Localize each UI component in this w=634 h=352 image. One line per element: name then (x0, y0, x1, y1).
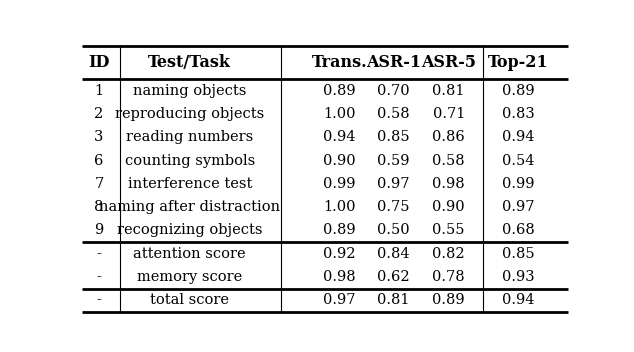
Text: ASR-1: ASR-1 (366, 54, 421, 71)
Text: attention score: attention score (134, 247, 246, 261)
Text: ID: ID (88, 54, 110, 71)
Text: 0.81: 0.81 (432, 84, 465, 98)
Text: 3: 3 (94, 130, 103, 144)
Text: 0.99: 0.99 (501, 177, 534, 191)
Text: reproducing objects: reproducing objects (115, 107, 264, 121)
Text: 0.58: 0.58 (432, 153, 465, 168)
Text: 0.75: 0.75 (377, 200, 410, 214)
Text: 2: 2 (94, 107, 103, 121)
Text: reading numbers: reading numbers (126, 130, 254, 144)
Text: 0.82: 0.82 (432, 247, 465, 261)
Text: 0.81: 0.81 (377, 293, 410, 307)
Text: 0.55: 0.55 (432, 224, 465, 237)
Text: 0.94: 0.94 (323, 130, 356, 144)
Text: 0.78: 0.78 (432, 270, 465, 284)
Text: 0.98: 0.98 (432, 177, 465, 191)
Text: 0.93: 0.93 (501, 270, 534, 284)
Text: 7: 7 (94, 177, 103, 191)
Text: 8: 8 (94, 200, 103, 214)
Text: 0.70: 0.70 (377, 84, 410, 98)
Text: 0.59: 0.59 (377, 153, 410, 168)
Text: 0.83: 0.83 (501, 107, 534, 121)
Text: -: - (96, 247, 101, 261)
Text: 0.97: 0.97 (377, 177, 410, 191)
Text: 1.00: 1.00 (323, 107, 356, 121)
Text: 0.54: 0.54 (501, 153, 534, 168)
Text: 0.89: 0.89 (501, 84, 534, 98)
Text: 0.84: 0.84 (377, 247, 410, 261)
Text: counting symbols: counting symbols (125, 153, 255, 168)
Text: 9: 9 (94, 224, 103, 237)
Text: 0.90: 0.90 (432, 200, 465, 214)
Text: 0.62: 0.62 (377, 270, 410, 284)
Text: 0.97: 0.97 (323, 293, 356, 307)
Text: 0.89: 0.89 (323, 84, 356, 98)
Text: naming objects: naming objects (133, 84, 247, 98)
Text: 0.85: 0.85 (377, 130, 410, 144)
Text: 0.85: 0.85 (501, 247, 534, 261)
Text: 0.68: 0.68 (501, 224, 534, 237)
Text: 0.92: 0.92 (323, 247, 356, 261)
Text: ASR-5: ASR-5 (421, 54, 476, 71)
Text: recognizing objects: recognizing objects (117, 224, 262, 237)
Text: -: - (96, 270, 101, 284)
Text: 0.86: 0.86 (432, 130, 465, 144)
Text: memory score: memory score (137, 270, 242, 284)
Text: 0.97: 0.97 (501, 200, 534, 214)
Text: naming after distraction: naming after distraction (100, 200, 280, 214)
Text: 0.90: 0.90 (323, 153, 356, 168)
Text: Test/Task: Test/Task (148, 54, 231, 71)
Text: 0.94: 0.94 (501, 130, 534, 144)
Text: 1.00: 1.00 (323, 200, 356, 214)
Text: total score: total score (150, 293, 230, 307)
Text: 0.58: 0.58 (377, 107, 410, 121)
Text: 0.99: 0.99 (323, 177, 356, 191)
Text: 0.89: 0.89 (432, 293, 465, 307)
Text: -: - (96, 293, 101, 307)
Text: 0.94: 0.94 (501, 293, 534, 307)
Text: 0.89: 0.89 (323, 224, 356, 237)
Text: 0.71: 0.71 (432, 107, 465, 121)
Text: 0.50: 0.50 (377, 224, 410, 237)
Text: 6: 6 (94, 153, 103, 168)
Text: Top-21: Top-21 (488, 54, 548, 71)
Text: interference test: interference test (127, 177, 252, 191)
Text: Trans.: Trans. (312, 54, 368, 71)
Text: 1: 1 (94, 84, 103, 98)
Text: 0.98: 0.98 (323, 270, 356, 284)
